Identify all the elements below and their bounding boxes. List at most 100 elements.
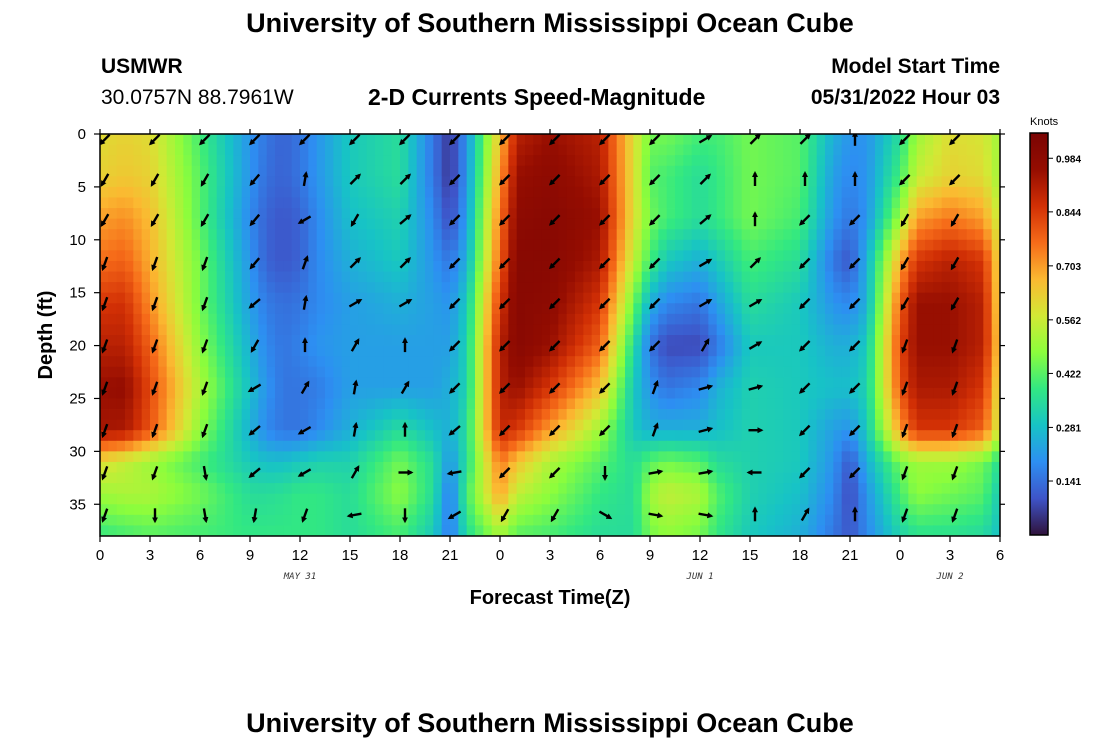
heatmap-cell xyxy=(725,239,734,251)
heatmap-cell xyxy=(941,440,951,452)
heatmap-cell xyxy=(716,345,726,357)
heatmap-cell xyxy=(933,493,943,505)
heatmap-cell xyxy=(166,155,176,167)
heatmap-cell xyxy=(366,387,376,399)
heatmap-cell xyxy=(816,525,826,536)
heatmap-cell xyxy=(291,197,301,209)
heatmap-cell xyxy=(500,229,509,241)
heatmap-cell xyxy=(541,377,551,389)
heatmap-cell xyxy=(600,504,609,516)
heatmap-cell xyxy=(308,176,318,188)
heatmap-cell xyxy=(933,176,943,188)
heatmap-cell xyxy=(583,451,593,463)
heatmap-cell xyxy=(250,271,259,283)
heatmap-cell xyxy=(750,282,759,294)
heatmap-cell xyxy=(625,387,634,399)
heatmap-cell xyxy=(175,377,184,389)
heatmap-cell xyxy=(541,514,551,526)
heatmap-cell xyxy=(916,409,926,421)
heatmap-cell xyxy=(358,165,368,177)
heatmap-cell xyxy=(300,229,309,241)
heatmap-cell xyxy=(625,218,634,230)
heatmap-cell xyxy=(750,430,759,442)
heatmap-cell xyxy=(491,440,501,452)
heatmap-cell xyxy=(516,514,526,526)
heatmap-cell xyxy=(383,504,393,516)
heatmap-cell xyxy=(400,493,409,505)
heatmap-cell xyxy=(666,250,676,262)
heatmap-cell xyxy=(891,176,901,188)
heatmap-cell xyxy=(266,282,276,294)
heatmap-cell xyxy=(333,430,343,442)
heatmap-cell xyxy=(875,282,884,294)
heatmap-cell xyxy=(966,377,976,389)
heatmap-cell xyxy=(150,483,159,495)
heatmap-cell xyxy=(808,504,818,516)
heatmap-cell xyxy=(341,208,351,220)
heatmap-cell xyxy=(991,430,1000,442)
current-vector-arrow xyxy=(201,339,209,354)
heatmap-cell xyxy=(250,155,259,167)
heatmap-cell xyxy=(500,366,509,378)
heatmap-cell xyxy=(350,197,359,209)
heatmap-cell xyxy=(991,155,1000,167)
heatmap-cell xyxy=(933,483,943,495)
heatmap-cell xyxy=(183,472,193,484)
heatmap-cell xyxy=(225,134,234,145)
heatmap-cell xyxy=(666,176,676,188)
heatmap-cell xyxy=(116,186,126,198)
heatmap-cell xyxy=(891,197,901,209)
current-vector-arrow xyxy=(948,134,961,146)
heatmap-cell xyxy=(600,155,609,167)
heatmap-cell xyxy=(266,387,276,399)
heatmap-cell xyxy=(783,186,793,198)
heatmap-cell xyxy=(383,313,393,325)
heatmap-cell xyxy=(441,260,451,272)
heatmap-cell xyxy=(841,483,851,495)
heatmap-cell xyxy=(333,155,343,167)
heatmap-cell xyxy=(608,409,618,421)
heatmap-cell xyxy=(833,366,843,378)
heatmap-cell xyxy=(625,292,634,304)
heatmap-cell xyxy=(691,313,701,325)
heatmap-cell xyxy=(233,504,243,516)
heatmap-cell xyxy=(316,282,326,294)
heatmap-cell xyxy=(775,335,784,346)
heatmap-cell xyxy=(891,250,901,262)
heatmap-cell xyxy=(733,250,743,262)
heatmap-cell xyxy=(616,197,626,209)
heatmap-cell xyxy=(233,525,243,536)
heatmap-cell xyxy=(950,461,959,473)
heatmap-cell xyxy=(258,366,268,378)
heatmap-cell xyxy=(441,472,451,484)
heatmap-cell xyxy=(708,398,718,410)
heatmap-cell xyxy=(866,155,876,167)
heatmap-cell xyxy=(158,239,168,251)
current-vector-arrow xyxy=(648,214,661,226)
heatmap-cell xyxy=(575,260,584,272)
heatmap-cell xyxy=(983,493,993,505)
heatmap-cell xyxy=(666,493,676,505)
heatmap-cell xyxy=(766,377,776,389)
heatmap-cell xyxy=(691,504,701,516)
heatmap-cell xyxy=(125,398,134,410)
heatmap-cell xyxy=(775,165,784,177)
heatmap-cell xyxy=(708,134,718,145)
heatmap-cell xyxy=(616,504,626,516)
heatmap-cell xyxy=(800,377,809,389)
heatmap-cell xyxy=(125,514,134,526)
heatmap-cell xyxy=(550,377,559,389)
heatmap-cell xyxy=(525,229,534,241)
heatmap-cell xyxy=(783,514,793,526)
heatmap-cell xyxy=(733,155,743,167)
heatmap-cell xyxy=(408,250,418,262)
heatmap-cell xyxy=(800,525,809,536)
heatmap-cell xyxy=(850,409,859,421)
heatmap-cell xyxy=(725,260,734,272)
heatmap-cell xyxy=(508,472,518,484)
heatmap-cell xyxy=(600,197,609,209)
heatmap-cell xyxy=(108,514,118,526)
heatmap-cell xyxy=(758,409,768,421)
heatmap-cell xyxy=(391,493,401,505)
heatmap-cell xyxy=(466,271,476,283)
